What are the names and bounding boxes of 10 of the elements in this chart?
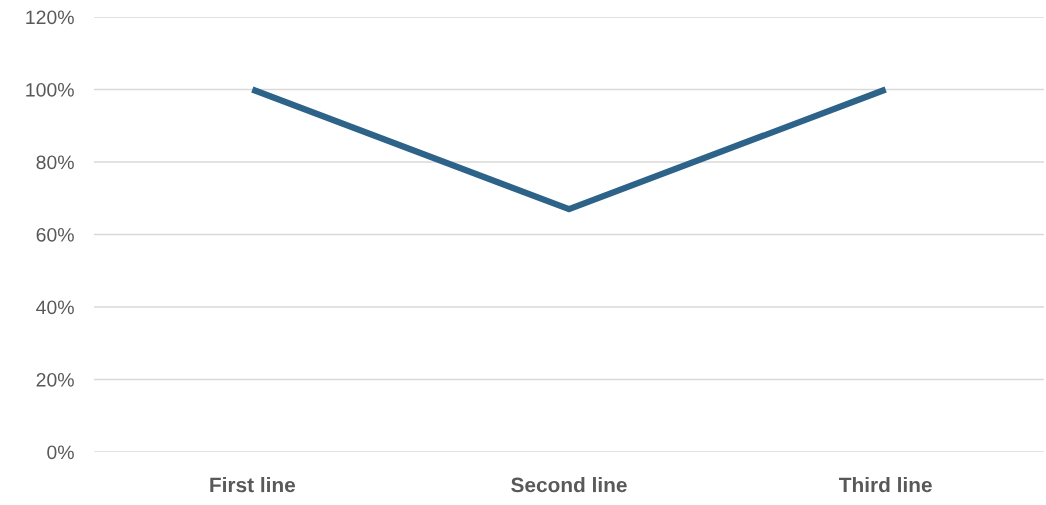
y-tick-label: 120%: [26, 10, 74, 25]
x-tick-label: Second line: [511, 477, 627, 493]
x-tick-label: Third line: [839, 477, 932, 493]
y-tick-label: 0%: [47, 445, 74, 460]
y-tick-label: 60%: [36, 227, 74, 242]
y-tick-label: 100%: [26, 82, 74, 97]
y-tick-label: 40%: [36, 300, 74, 315]
y-tick-label: 80%: [36, 155, 74, 170]
x-tick-label: First line: [210, 477, 296, 493]
y-tick-label: 20%: [36, 372, 74, 387]
